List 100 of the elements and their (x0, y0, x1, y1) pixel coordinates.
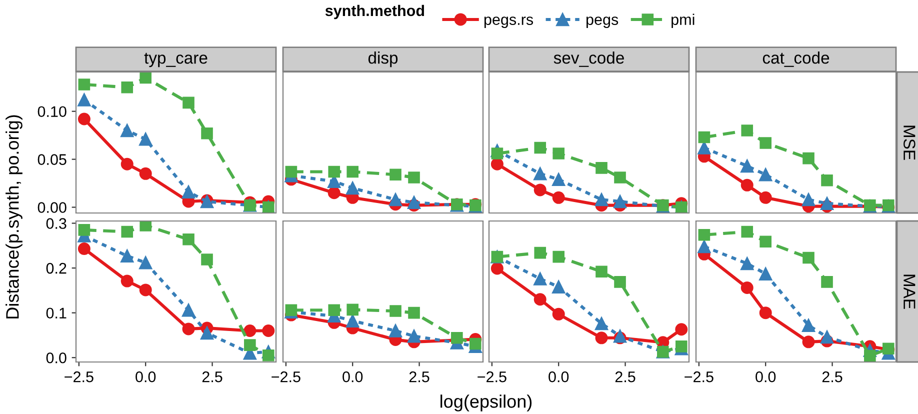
point (78, 224, 90, 236)
legend-label: pegs (586, 16, 618, 28)
point (182, 96, 194, 109)
point (760, 236, 772, 248)
point (390, 305, 402, 317)
point (78, 93, 91, 106)
chart-title: typ_care (144, 52, 208, 68)
point (552, 172, 566, 186)
point (802, 252, 814, 264)
point (614, 172, 626, 184)
point (346, 314, 360, 328)
x-tick-label: 0.0 (136, 371, 156, 382)
point (802, 336, 815, 348)
chart-title: sev_code (554, 52, 624, 67)
point (740, 178, 754, 192)
point (408, 306, 420, 319)
text: MSE (904, 126, 916, 160)
point (78, 112, 90, 126)
point (262, 324, 275, 337)
point (534, 272, 547, 286)
point (407, 330, 421, 343)
point (552, 280, 566, 294)
legend-label: pmi (672, 14, 694, 28)
y-tick-label: 0.1 (46, 308, 66, 319)
point (490, 158, 504, 170)
x-tick-label: 2.5 (822, 371, 842, 382)
point (139, 284, 152, 296)
point (821, 276, 833, 288)
point (698, 131, 710, 144)
point (78, 78, 90, 90)
point (675, 323, 688, 336)
point (390, 168, 402, 181)
x-tick-label: −2.5 (478, 371, 506, 382)
point (346, 181, 360, 195)
x-tick-label: −2.5 (684, 371, 714, 382)
point (596, 162, 608, 174)
x-tick-label: 2.5 (615, 371, 636, 382)
point (201, 254, 213, 266)
legend-title: synth.method (325, 4, 424, 20)
point (328, 166, 340, 178)
point (802, 152, 814, 164)
x-tick-label: 0.0 (756, 371, 776, 382)
point (139, 256, 152, 270)
point (698, 228, 710, 241)
point (820, 330, 834, 344)
point (328, 304, 340, 316)
point (120, 274, 134, 288)
point (408, 172, 420, 184)
point (139, 132, 152, 146)
point (741, 226, 754, 238)
x-tick-label: 2.5 (409, 371, 430, 382)
x-tick-label: −2.5 (272, 371, 300, 382)
point (78, 242, 90, 256)
y-tick-label: 0.00 (38, 202, 66, 213)
x-tick-label: 0.0 (548, 371, 569, 382)
point (698, 240, 711, 254)
point (759, 267, 772, 280)
point (534, 184, 546, 196)
point (740, 281, 754, 294)
chart-title: disp (368, 52, 398, 68)
point (740, 159, 754, 173)
point (821, 174, 833, 186)
point (741, 124, 754, 136)
point (552, 250, 565, 263)
point (613, 194, 627, 208)
point (120, 249, 134, 263)
point (469, 338, 482, 350)
point (740, 256, 754, 270)
point (407, 196, 421, 210)
x-axis-title: log(epsilon) (440, 394, 532, 412)
point (451, 332, 463, 344)
point (552, 308, 565, 320)
y-axis-title: Distance(p.synth, po.orig) (6, 115, 22, 318)
point (285, 166, 298, 178)
point (820, 196, 834, 210)
point (121, 226, 134, 238)
point (534, 293, 546, 306)
point (802, 192, 816, 206)
point (595, 332, 608, 344)
point (346, 304, 359, 316)
point (490, 262, 504, 275)
point (200, 326, 214, 340)
point (285, 304, 298, 316)
point (182, 322, 195, 336)
point (759, 168, 772, 182)
point (201, 127, 213, 140)
x-tick-label: 0.0 (342, 371, 363, 382)
point (121, 81, 134, 94)
y-tick-label: 0.0 (46, 352, 66, 364)
point (614, 276, 626, 288)
point (864, 350, 876, 362)
point (388, 192, 402, 206)
point (552, 148, 565, 160)
point (244, 324, 256, 337)
chart-title: cat_code (762, 52, 830, 67)
point (675, 340, 688, 352)
point (552, 191, 565, 204)
point (491, 148, 504, 160)
x-tick-label: −2.5 (64, 371, 94, 382)
point (328, 186, 340, 200)
